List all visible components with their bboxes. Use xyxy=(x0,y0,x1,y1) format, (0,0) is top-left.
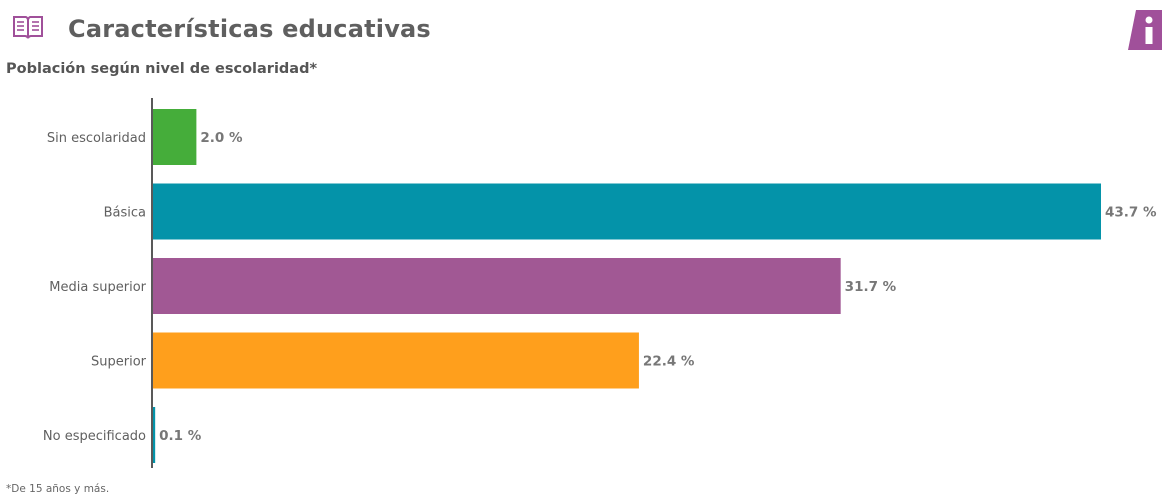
section-title: Características educativas xyxy=(68,15,431,43)
bar-1[interactable] xyxy=(153,183,1101,240)
bar-4[interactable] xyxy=(153,407,156,463)
value-label-3: 22.4 % xyxy=(643,354,695,370)
info-icon[interactable] xyxy=(1128,10,1162,50)
bar-3[interactable] xyxy=(153,332,639,389)
value-label-1: 43.7 % xyxy=(1105,205,1157,221)
bar-0[interactable] xyxy=(153,109,197,165)
category-label-4: No especificado xyxy=(43,429,146,444)
category-label-1: Básica xyxy=(104,206,146,221)
category-label-2: Media superior xyxy=(49,280,146,295)
bar-2[interactable] xyxy=(153,258,841,314)
section-header: Características educativas xyxy=(12,10,1162,50)
category-label-3: Superior xyxy=(91,355,147,370)
chart-title: Población según nivel de escolaridad* xyxy=(6,61,318,77)
value-label-2: 31.7 % xyxy=(845,279,897,295)
category-label-0: Sin escolaridad xyxy=(47,131,146,146)
open-book-icon xyxy=(13,16,43,39)
value-label-4: 0.1 % xyxy=(159,428,202,444)
footnote: *De 15 años y más. xyxy=(6,483,110,495)
value-label-0: 2.0 % xyxy=(200,130,243,146)
